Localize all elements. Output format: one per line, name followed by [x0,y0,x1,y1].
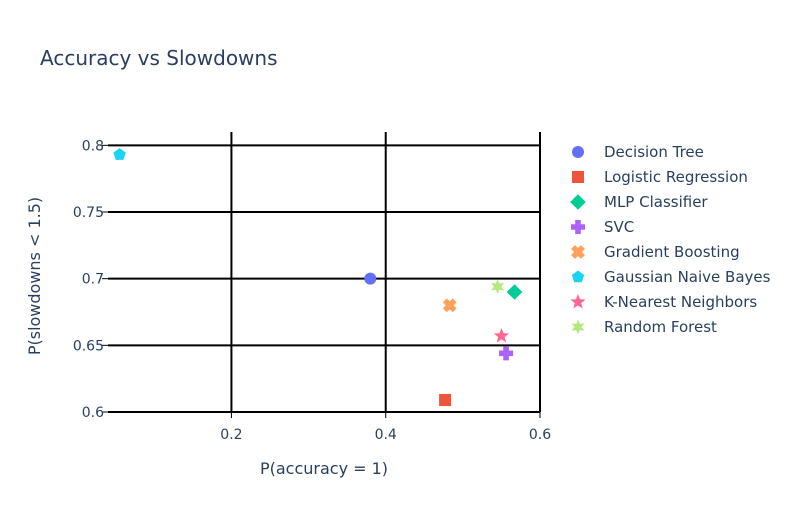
y-tick-label: 0.8 [82,138,104,154]
legend-label: Decision Tree [604,143,704,161]
data-point [491,279,505,295]
x-tick-label: 0.6 [529,427,551,443]
legend-marker [570,294,586,309]
legend-marker [572,171,584,183]
legend-marker [571,319,585,335]
x-tick-label: 0.4 [375,427,397,443]
legend-label: Logistic Regression [604,168,748,186]
legend-marker [571,245,585,259]
legend-label: K-Nearest Neighbors [604,293,757,311]
legend-marker [572,146,584,158]
x-axis-title: P(accuracy = 1) [260,459,388,478]
marker-layer [113,148,523,406]
legend-label: MLP Classifier [604,193,708,211]
data-point [499,346,514,361]
legend-marker [571,220,585,234]
y-axis-title: P(slowdowns < 1.5) [25,197,44,355]
tick-layer: 0.6 0.65 0.7 0.75 0.8 0.2 0.4 0.6 [73,138,551,443]
y-tick-label: 0.65 [73,338,104,354]
y-tick-label: 0.7 [82,272,104,288]
legend-label: Gaussian Naive Bayes [604,268,771,286]
legend-label: SVC [604,218,634,236]
legend-label: Gradient Boosting [604,243,740,261]
data-point [442,298,457,313]
data-point [364,272,377,285]
data-point [113,148,126,160]
y-tick-label: 0.6 [82,405,104,421]
legend-label: Random Forest [604,318,717,336]
x-tick-label: 0.2 [220,427,242,443]
y-tick-label: 0.75 [73,205,104,221]
legend-marker [570,194,586,210]
legend-marker [571,270,585,283]
grid-layer [108,132,541,413]
data-point [506,284,523,300]
data-point [493,328,510,343]
chart-title: Accuracy vs Slowdowns [40,46,278,70]
data-point [439,394,452,406]
legend: Decision Tree Logistic Regression MLP Clas… [570,143,771,336]
